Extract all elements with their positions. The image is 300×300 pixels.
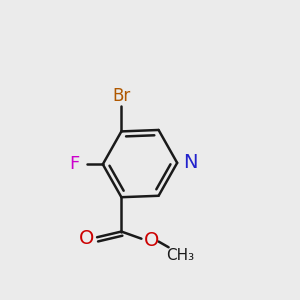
- Text: F: F: [69, 155, 79, 173]
- Text: CH₃: CH₃: [166, 248, 194, 263]
- Text: Br: Br: [112, 87, 130, 105]
- Text: N: N: [183, 153, 197, 172]
- Text: O: O: [144, 231, 159, 250]
- Text: O: O: [80, 229, 95, 248]
